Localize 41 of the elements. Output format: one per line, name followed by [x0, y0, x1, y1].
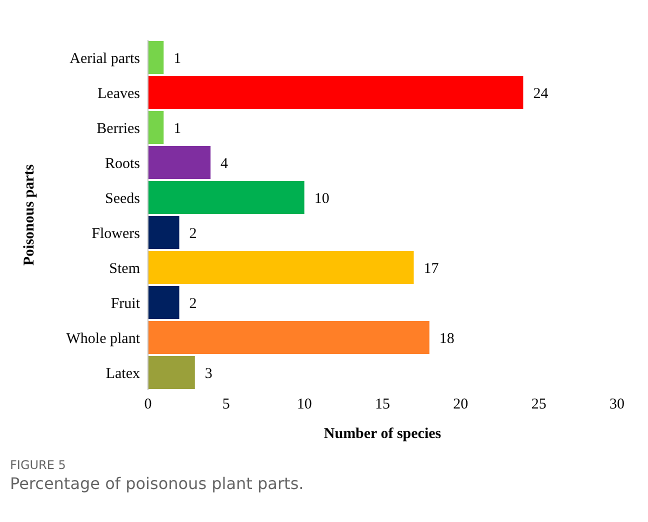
y-tick-label: Whole plant — [66, 330, 141, 347]
data-label: 4 — [220, 156, 229, 172]
bar — [148, 251, 414, 284]
bar — [148, 181, 304, 214]
data-label: 1 — [174, 120, 182, 137]
text: Percentage of poisonous plant parts. — [10, 474, 305, 493]
bar — [148, 321, 430, 354]
caption: FIGURE 5 — [10, 458, 67, 472]
y-tick-label: Latex — [106, 366, 140, 382]
data-label: 10 — [314, 190, 330, 207]
data-label: 1 — [174, 50, 182, 67]
bar — [148, 76, 524, 109]
x-axis-title: Number of species — [324, 426, 442, 442]
data-label: 2 — [189, 296, 197, 312]
data-label: 18 — [439, 330, 454, 347]
x-tick-label: 10 — [296, 396, 312, 413]
bar — [148, 216, 180, 249]
y-tick-label: Stem — [109, 260, 140, 277]
data-label: 17 — [424, 260, 440, 277]
y-tick-label: Seeds — [105, 190, 140, 207]
y-tick-label: Leaves — [98, 86, 140, 102]
x-tick-label: 25 — [531, 396, 546, 413]
bar — [148, 146, 211, 179]
y-tick-label: Berries — [96, 120, 140, 137]
bar — [148, 286, 180, 319]
x-tick-label: 5 — [222, 396, 230, 413]
y-axis-title: Poisonous parts — [22, 164, 38, 266]
data-label: 3 — [204, 366, 212, 382]
data-label: 24 — [533, 86, 549, 102]
bar — [148, 356, 195, 389]
x-tick-label: 0 — [144, 396, 152, 413]
x-tick-label: 20 — [453, 396, 468, 413]
x-tick-label: 30 — [610, 396, 624, 413]
data-label: 2 — [189, 226, 197, 242]
bar — [148, 111, 164, 144]
x-tick-label: 15 — [375, 396, 390, 413]
y-tick-label: Roots — [104, 156, 140, 172]
y-tick-label: Fruit — [110, 296, 141, 312]
y-tick-label: Flowers — [92, 226, 140, 242]
y-tick-label: Aerial parts — [70, 50, 140, 67]
bar — [148, 41, 164, 74]
